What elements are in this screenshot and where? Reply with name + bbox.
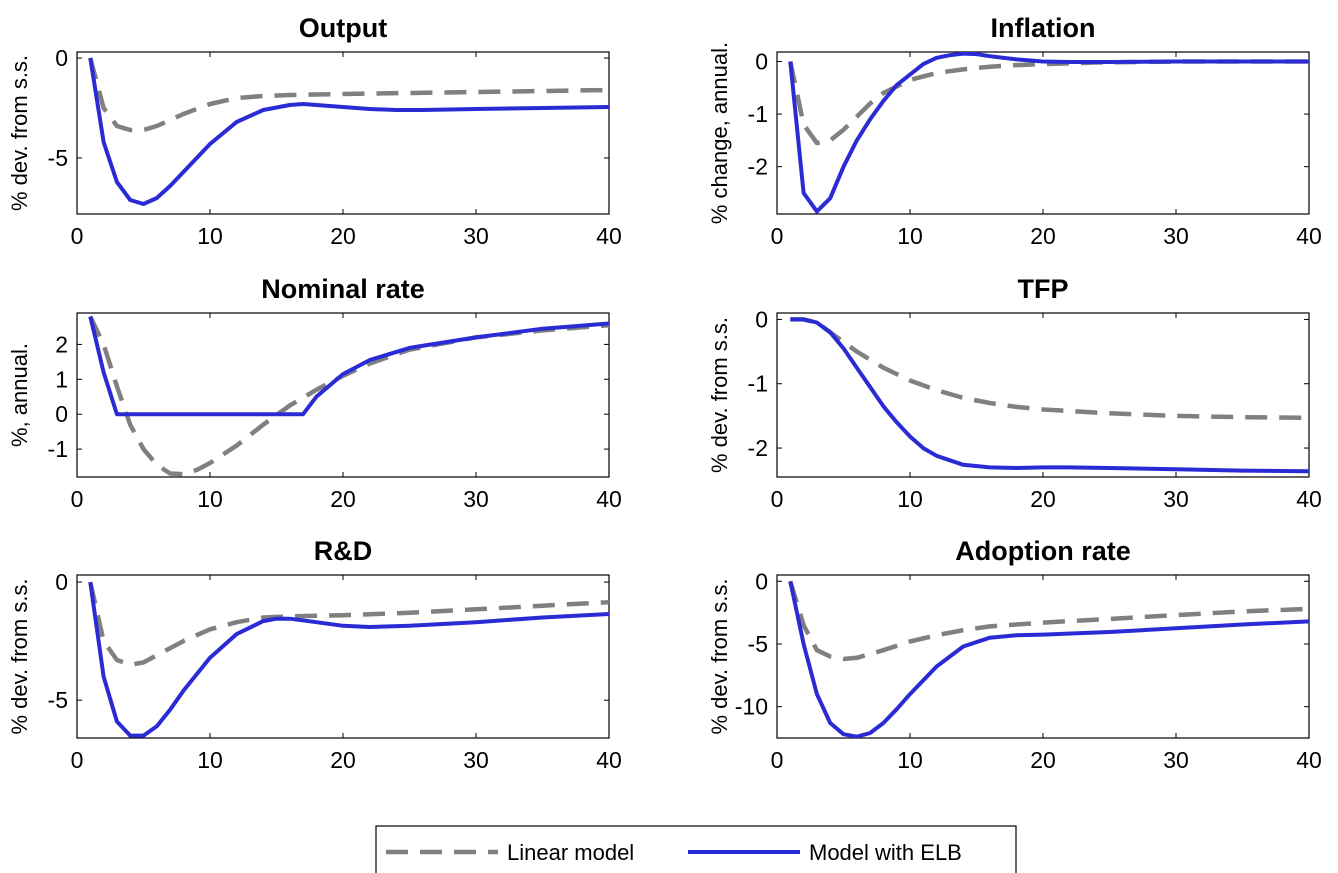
x-tick-label: 20 (1030, 223, 1056, 249)
series-line-elb (88, 57, 609, 206)
x-tick-label: 20 (330, 486, 356, 512)
x-tick-label: 0 (71, 747, 84, 773)
y-tick-label: -2 (748, 435, 768, 461)
y-tick-label: -1 (48, 436, 68, 462)
x-tick-label: 30 (1163, 223, 1189, 249)
series-group (788, 52, 1309, 214)
y-axis-label: % change, annual. (707, 42, 732, 224)
x-tick-label: 0 (771, 747, 784, 773)
x-tick-label: 40 (1296, 486, 1322, 512)
x-tick-label: 10 (897, 486, 923, 512)
series-group (788, 580, 1309, 738)
y-axis-label: % dev. from s.s. (7, 578, 32, 734)
legend-label-elb: Model with ELB (809, 840, 962, 865)
x-tick-label: 20 (330, 747, 356, 773)
y-tick-label: -5 (48, 145, 68, 171)
y-axis-label: % dev. from s.s. (707, 317, 732, 473)
x-tick-label: 40 (596, 486, 622, 512)
x-tick-label: 30 (463, 747, 489, 773)
panel-r-d: 0 10 20 30 40 0 -5 R&D % dev. from s.s. (7, 536, 622, 773)
x-tick-label: 0 (71, 486, 84, 512)
x-tick-label: 20 (330, 223, 356, 249)
legend: Linear model Model with ELB (375, 825, 1017, 873)
x-tick-label: 20 (1030, 747, 1056, 773)
y-tick-label: 0 (55, 45, 68, 71)
series-group (790, 317, 1309, 474)
legend-box (375, 825, 1017, 873)
series-group (88, 581, 609, 738)
x-tick-label: 40 (596, 223, 622, 249)
series-line-elb (788, 52, 1309, 214)
y-tick-label: 2 (55, 331, 68, 357)
panel-title: TFP (1018, 274, 1069, 304)
plot-area (776, 574, 1310, 739)
series-group (88, 57, 609, 206)
y-tick-label: 0 (55, 569, 68, 595)
y-tick-label: -1 (748, 371, 768, 397)
y-tick-label: 1 (55, 366, 68, 392)
series-line-elb (88, 316, 609, 417)
x-tick-label: 40 (1296, 747, 1322, 773)
y-tick-label: 0 (755, 48, 768, 74)
series-line-elb (788, 580, 1309, 738)
y-axis-label: % dev. from s.s. (7, 55, 32, 211)
x-tick-label: 10 (197, 747, 223, 773)
y-tick-label: -5 (48, 687, 68, 713)
panel-output: 0 10 20 30 40 0 -5 Output % dev. from s.s. (7, 13, 622, 249)
x-tick-label: 10 (197, 486, 223, 512)
panel-title: Inflation (991, 13, 1096, 43)
x-tick-label: 10 (897, 747, 923, 773)
x-tick-label: 30 (463, 486, 489, 512)
x-tick-label: 10 (197, 223, 223, 249)
series-line-linear (88, 581, 609, 668)
panel-title: Output (299, 13, 387, 43)
x-tick-label: 10 (897, 223, 923, 249)
panel-adoption-rate: 0 10 20 30 40 0 -5 -10 Adoption rate % dev. from … (707, 536, 1322, 773)
x-tick-label: 40 (1296, 223, 1322, 249)
panel-title: R&D (314, 536, 373, 566)
legend-label-linear: Linear model (507, 840, 634, 865)
y-tick-label: -5 (748, 631, 768, 657)
panel-inflation: 0 10 20 30 40 0 -1 -2 Inflation % change, annual. (707, 13, 1322, 249)
panel-tfp: 0 10 20 30 40 0 -1 -2 TFP % dev. from s.s. (707, 274, 1322, 512)
panel-title: Adoption rate (955, 536, 1131, 566)
series-line-linear (788, 580, 1309, 662)
y-axis-label: %, annual. (7, 343, 32, 447)
x-tick-label: 0 (771, 223, 784, 249)
x-tick-label: 40 (596, 747, 622, 773)
x-tick-label: 30 (1163, 747, 1189, 773)
x-tick-label: 20 (1030, 486, 1056, 512)
plot-area (76, 51, 610, 215)
y-tick-label: 0 (55, 401, 68, 427)
y-tick-label: -2 (748, 154, 768, 180)
x-tick-label: 30 (463, 223, 489, 249)
series-group (88, 315, 609, 477)
series-line-linear (88, 57, 609, 133)
plot-area (76, 312, 610, 478)
x-tick-label: 0 (771, 486, 784, 512)
x-tick-label: 0 (71, 223, 84, 249)
y-tick-label: 0 (755, 306, 768, 332)
plot-area (776, 312, 1310, 478)
y-axis-label: % dev. from s.s. (707, 578, 732, 734)
plot-area (76, 574, 610, 739)
y-tick-label: 0 (755, 568, 768, 594)
x-tick-label: 30 (1163, 486, 1189, 512)
y-tick-label: -10 (735, 694, 768, 720)
plot-area (776, 51, 1310, 215)
y-tick-label: -1 (748, 101, 768, 127)
series-line-elb (790, 317, 1309, 474)
series-line-elb (88, 581, 609, 738)
panel-title: Nominal rate (261, 274, 425, 304)
